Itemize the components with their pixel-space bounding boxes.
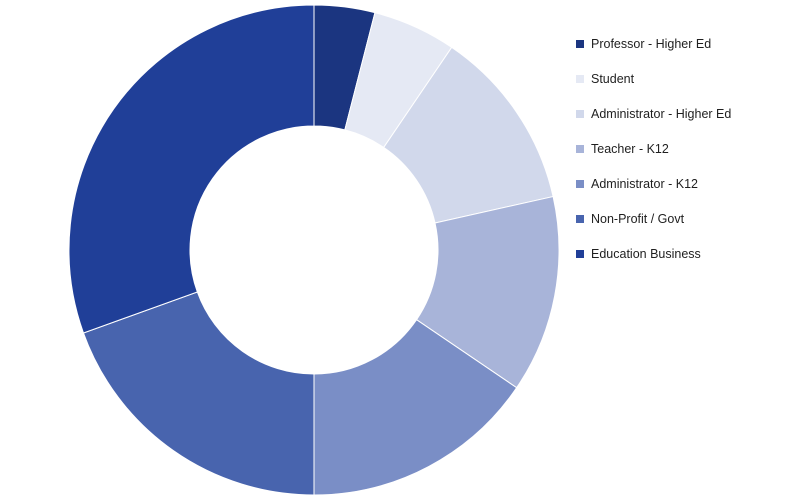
legend-label: Administrator - K12 (591, 176, 698, 191)
legend-item-student: Student (576, 61, 796, 96)
legend-swatch (576, 109, 584, 118)
legend-label: Education Business (591, 246, 701, 261)
legend-item-education-business: Education Business (576, 236, 796, 271)
chart-legend: Professor - Higher Ed Student Administrato… (576, 26, 796, 271)
legend-label: Administrator - Higher Ed (591, 106, 732, 121)
legend-swatch (576, 214, 584, 223)
legend-item-administrator-k12: Administrator - K12 (576, 166, 796, 201)
legend-item-teacher-k12: Teacher - K12 (576, 131, 796, 166)
legend-swatch (576, 74, 584, 83)
slice-non-profit-govt (82, 291, 315, 496)
legend-item-professor-higher-ed: Professor - Higher Ed (576, 26, 796, 61)
donut-chart (68, 4, 560, 496)
legend-swatch (576, 144, 584, 153)
legend-label: Non-Profit / Govt (591, 211, 685, 226)
legend-label: Teacher - K12 (591, 141, 669, 156)
legend-swatch (576, 179, 584, 188)
legend-label: Student (591, 71, 635, 86)
legend-label: Professor - Higher Ed (591, 36, 712, 51)
legend-swatch (576, 249, 584, 258)
slice-administrator-k12 (313, 319, 518, 496)
slice-education-business (68, 4, 315, 334)
legend-item-non-profit-govt: Non-Profit / Govt (576, 201, 796, 236)
legend-swatch (576, 39, 584, 48)
slice-teacher-k12 (415, 195, 560, 389)
legend-item-administrator-higher-ed: Administrator - Higher Ed (576, 96, 796, 131)
